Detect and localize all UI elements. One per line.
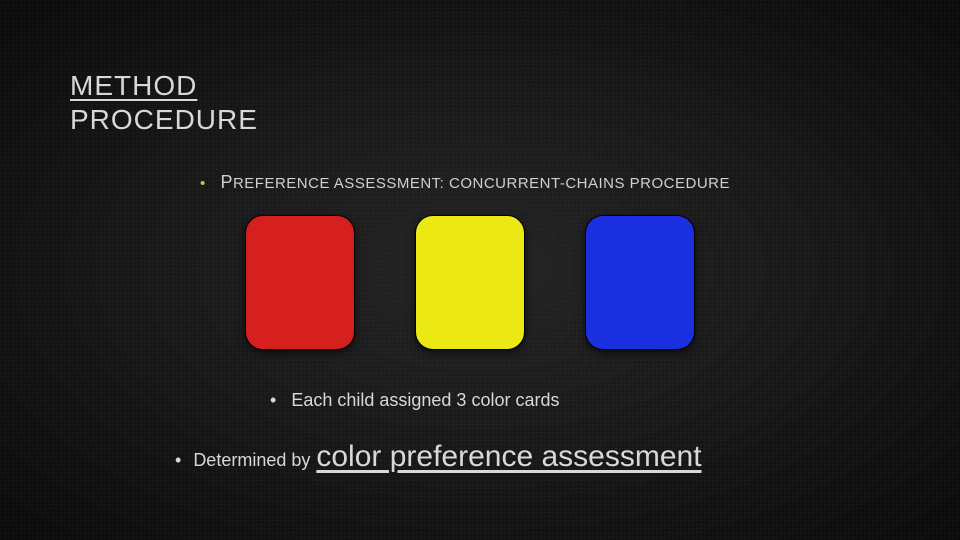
bullet3-emphasis: color preference assessment	[316, 440, 701, 474]
bullet-dot-icon: •	[270, 390, 276, 410]
bullet-determined-by: • Determined by color preference assessm…	[175, 440, 702, 474]
title-line-2: PROCEDURE	[70, 104, 258, 136]
color-cards-row	[245, 215, 695, 350]
bullet1-prefix: P	[220, 172, 233, 192]
color-card-red	[245, 215, 355, 350]
color-card-blue	[585, 215, 695, 350]
bullet-child-assigned: • Each child assigned 3 color cards	[270, 390, 559, 411]
bullet2-text: Each child assigned 3 color cards	[291, 390, 559, 410]
slide-title: METHOD PROCEDURE	[70, 70, 258, 136]
bullet-dot-icon: •	[175, 450, 181, 471]
bullet1-rest: REFERENCE ASSESSMENT: CONCURRENT-CHAINS …	[233, 175, 730, 192]
bullet-preference-assessment: • PREFERENCE ASSESSMENT: CONCURRENT-CHAI…	[200, 172, 730, 193]
title-line-1: METHOD	[70, 70, 258, 102]
bullet3-lead: Determined by	[193, 450, 310, 471]
bullet-dot-icon: •	[200, 175, 206, 192]
color-card-yellow	[415, 215, 525, 350]
